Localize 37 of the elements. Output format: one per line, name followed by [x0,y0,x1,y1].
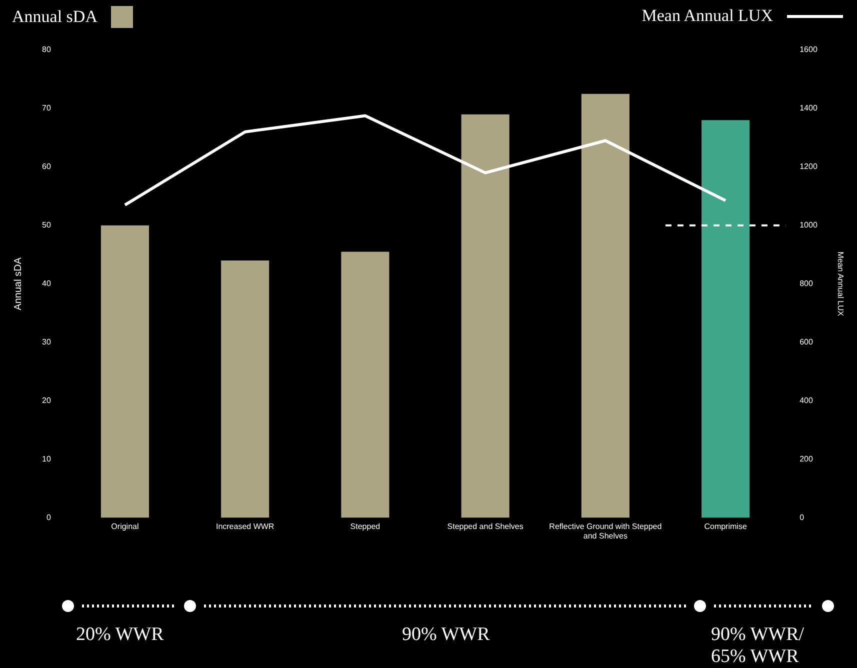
bar [341,252,390,518]
text: 20% WWR [76,624,164,646]
y-tick-label: 0 [46,513,52,522]
bar [100,225,149,518]
bar [221,260,270,518]
y-tick-label: 10 [42,454,52,464]
legend-label: Annual sDA [12,7,98,27]
text: 90% WWR/ 65% WWR [711,624,804,668]
y2-tick-label: 1000 [800,220,818,230]
y2-tick-label: 0 [800,513,805,522]
bar [581,94,630,518]
x-tick-label: Original [111,522,139,531]
y2-axis-title: Mean Annual LUX [836,252,845,317]
bar [461,114,510,518]
x-tick-label: Comprimise [704,522,748,531]
y-tick-label: 20 [42,396,52,406]
y2-tick-label: 1600 [800,45,818,54]
text: 90% WWR [402,624,490,646]
y-tick-label: 40 [42,279,52,288]
x-tick-label: Stepped and Shelves [447,522,524,531]
y2-tick-label: 800 [800,279,814,288]
y-tick-label: 80 [42,45,52,54]
y-tick-label: 70 [42,104,52,113]
y-tick-label: 30 [42,338,52,347]
legend-label: Mean Annual LUX [642,6,773,26]
y-axis-title: Annual sDA [12,257,24,310]
x-tick-label: Stepped [350,522,380,531]
y-tick-label: 50 [42,220,52,230]
y2-tick-label: 600 [800,338,814,347]
x-tick-label: Increased WWR [216,522,274,531]
y2-tick-label: 1200 [800,162,818,172]
x-tick-label: Reflective Ground with Stepped and Shelves [549,522,662,540]
y2-tick-label: 400 [800,396,814,406]
y2-tick-label: 200 [800,454,814,464]
bar [702,120,750,518]
y-tick-label: 60 [42,162,52,172]
y2-tick-label: 1400 [800,104,818,113]
